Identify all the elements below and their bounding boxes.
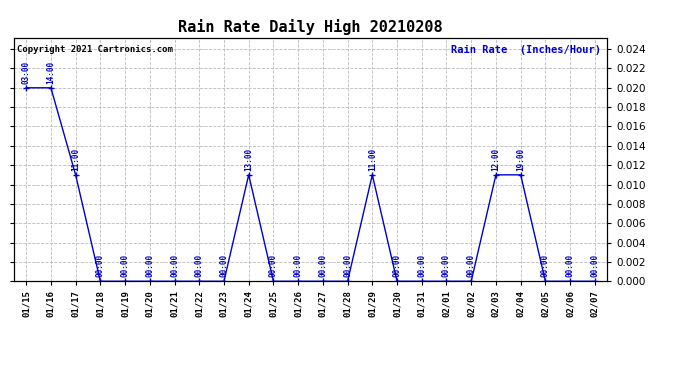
Text: 00:00: 00:00 — [294, 254, 303, 277]
Text: 00:00: 00:00 — [318, 254, 327, 277]
Text: 00:00: 00:00 — [442, 254, 451, 277]
Text: 00:00: 00:00 — [121, 254, 130, 277]
Text: 00:00: 00:00 — [591, 254, 600, 277]
Text: 00:00: 00:00 — [566, 254, 575, 277]
Title: Rain Rate Daily High 20210208: Rain Rate Daily High 20210208 — [178, 19, 443, 35]
Text: 00:00: 00:00 — [269, 254, 278, 277]
Text: 00:00: 00:00 — [146, 254, 155, 277]
Text: 00:00: 00:00 — [343, 254, 352, 277]
Text: 00:00: 00:00 — [466, 254, 475, 277]
Text: Rain Rate  (Inches/Hour): Rain Rate (Inches/Hour) — [451, 45, 601, 55]
Text: 00:00: 00:00 — [96, 254, 105, 277]
Text: 12:00: 12:00 — [491, 147, 500, 171]
Text: 03:00: 03:00 — [21, 60, 30, 84]
Text: 19:00: 19:00 — [516, 147, 525, 171]
Text: 00:00: 00:00 — [195, 254, 204, 277]
Text: 13:00: 13:00 — [244, 147, 253, 171]
Text: 11:00: 11:00 — [368, 147, 377, 171]
Text: 00:00: 00:00 — [541, 254, 550, 277]
Text: 00:00: 00:00 — [417, 254, 426, 277]
Text: 00:00: 00:00 — [393, 254, 402, 277]
Text: 00:00: 00:00 — [219, 254, 228, 277]
Text: Copyright 2021 Cartronics.com: Copyright 2021 Cartronics.com — [17, 45, 172, 54]
Text: 00:00: 00:00 — [170, 254, 179, 277]
Text: 14:00: 14:00 — [46, 60, 55, 84]
Text: 11:00: 11:00 — [71, 147, 80, 171]
